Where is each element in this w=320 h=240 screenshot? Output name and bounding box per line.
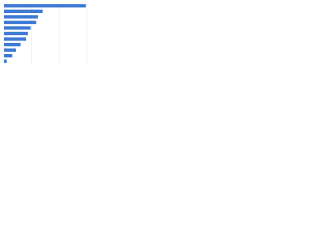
- chart: [3, 3, 88, 64]
- bar: [4, 4, 86, 8]
- page: (() => { const data = JSON.parse(documen…: [0, 0, 320, 71]
- bar: [4, 54, 13, 58]
- bar: [4, 59, 7, 63]
- bar: [4, 37, 27, 41]
- bar: [4, 15, 39, 19]
- bar: [4, 20, 37, 25]
- bar: [4, 48, 16, 52]
- bar: [4, 26, 31, 30]
- bar: [4, 9, 43, 13]
- bar: [4, 31, 28, 36]
- bar: [4, 42, 21, 47]
